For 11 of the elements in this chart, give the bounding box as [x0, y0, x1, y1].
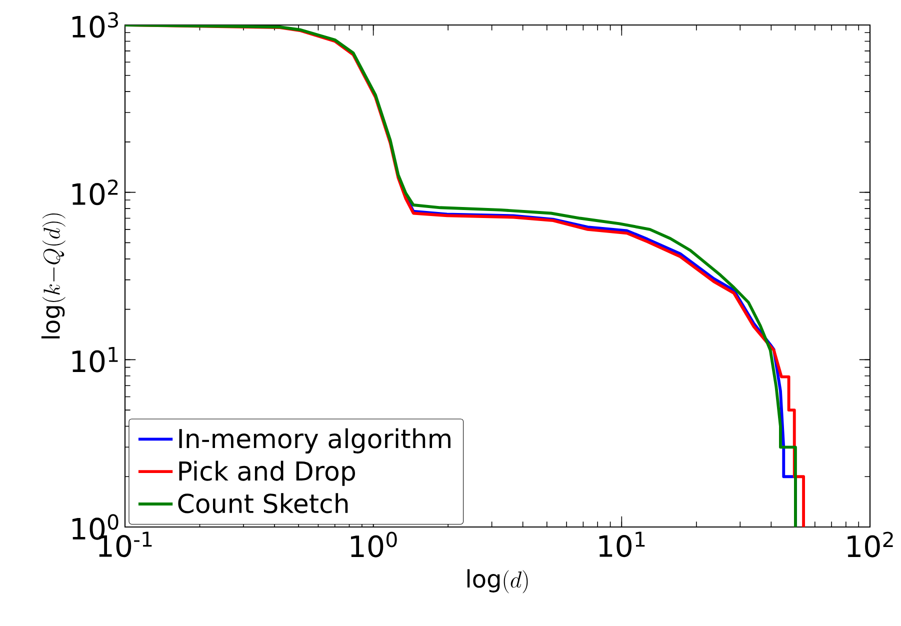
x-tick-label: 10$^{0}$: [351, 532, 397, 558]
legend-label: In-memory algorithm: [179, 428, 450, 454]
legend-label: Pick and Drop: [179, 460, 356, 486]
legend-label: Count Sketch: [178, 493, 348, 514]
x-axis-title: $\log(d)$: [467, 569, 528, 594]
y-tick-label: 10$^{2}$: [72, 179, 118, 206]
y-tick-label: 10$^{1}$: [72, 346, 118, 372]
x-tick-label: 10$^{2}$: [848, 532, 893, 558]
x-tick-label: 10$^{1}$: [599, 532, 645, 558]
y-tick-label: 10$^{3}$: [72, 12, 118, 38]
y-axis-title: $\log(k{-}Q(d))$: [41, 213, 66, 338]
